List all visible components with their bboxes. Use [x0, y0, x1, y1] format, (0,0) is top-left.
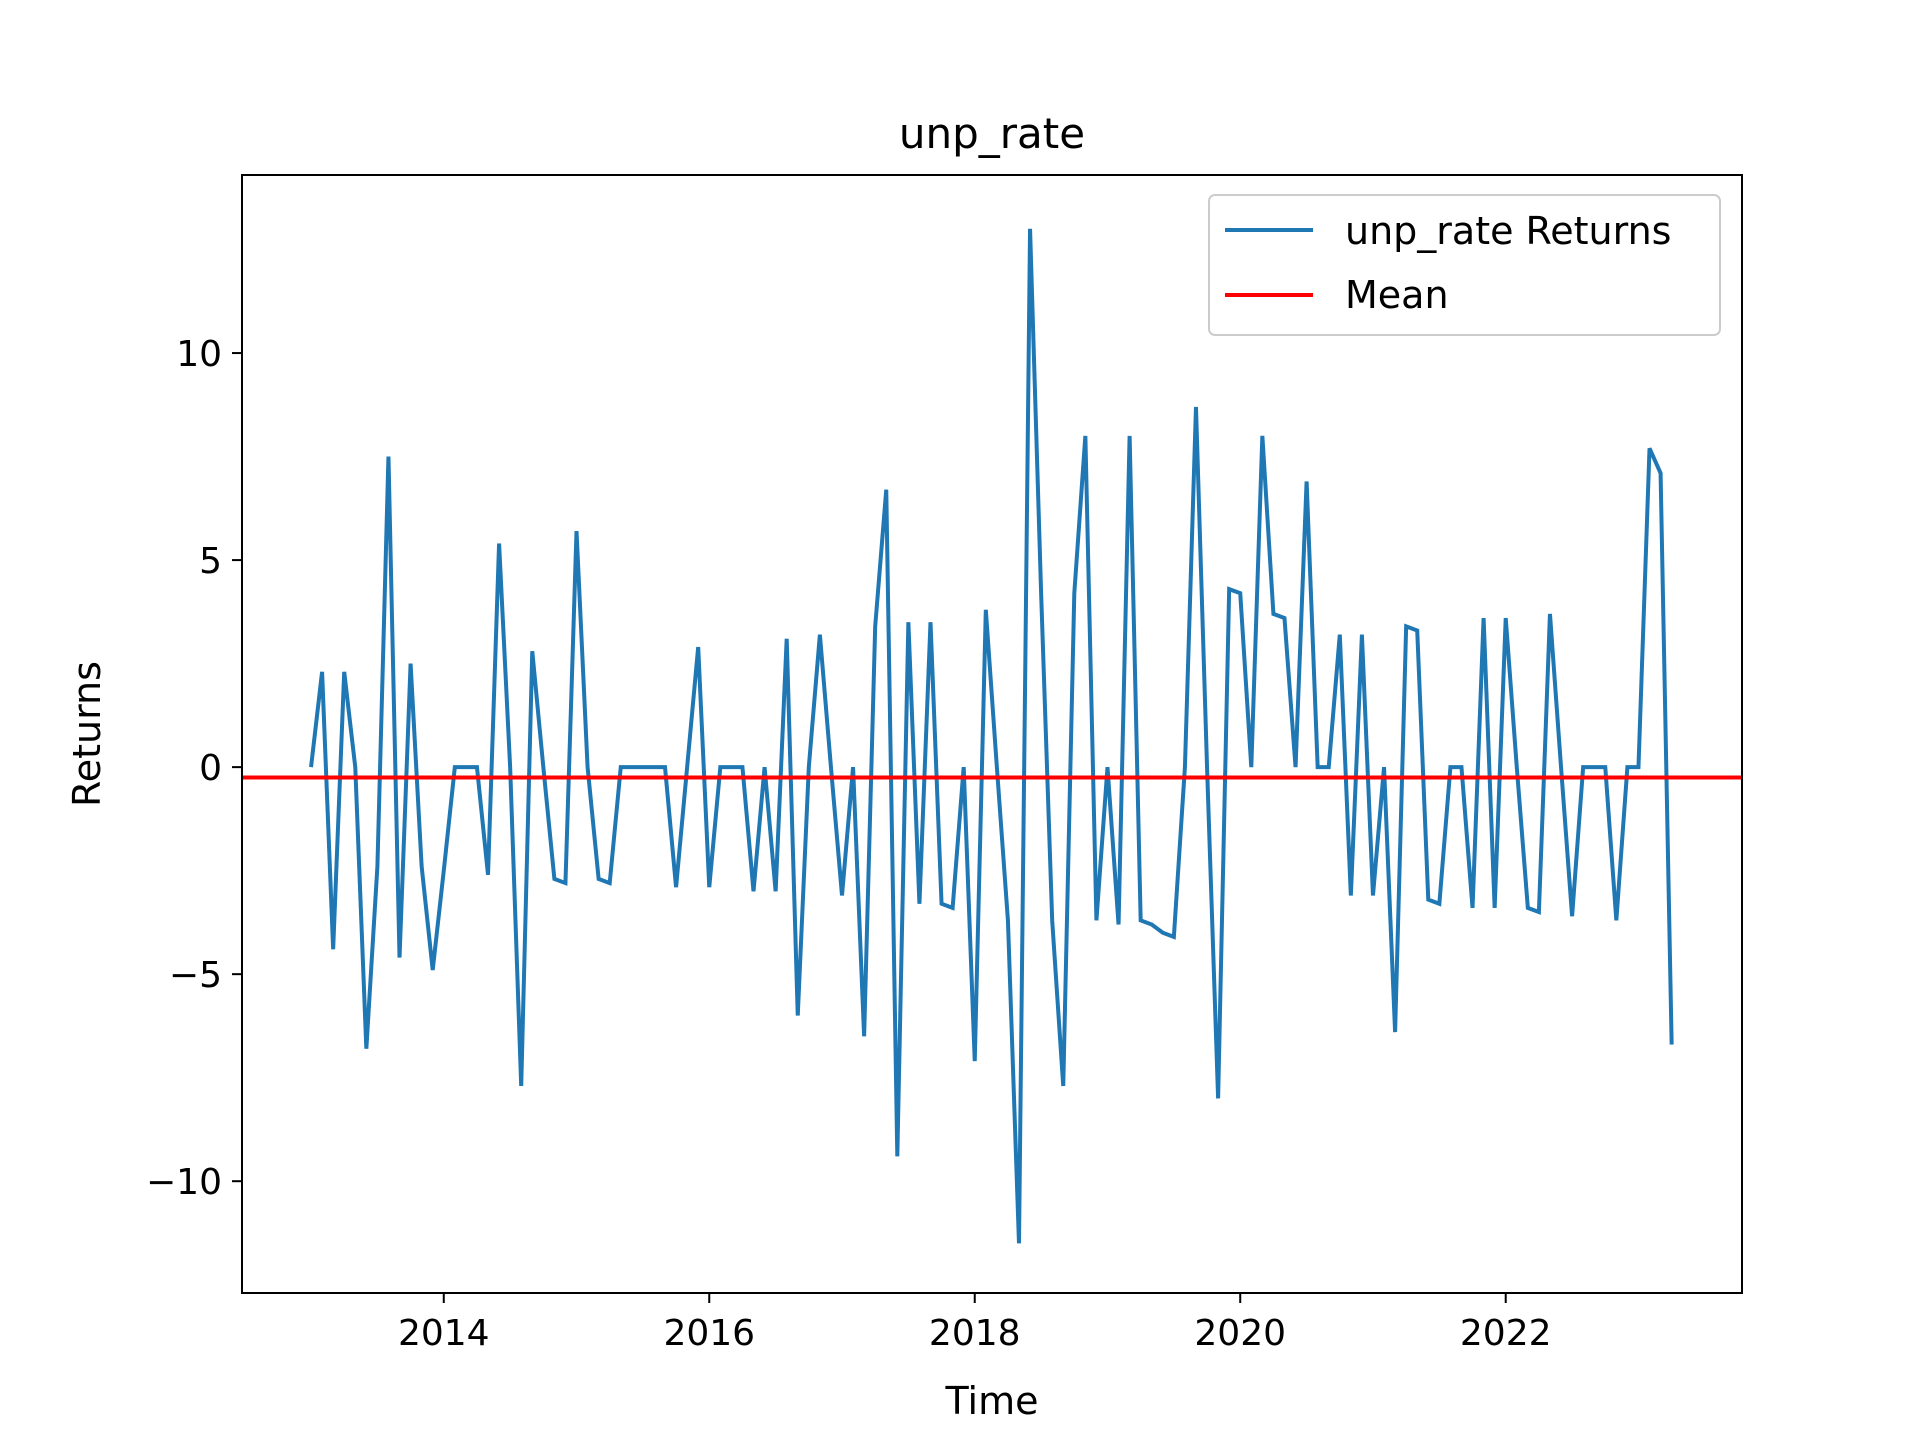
- y-tick-label: 0: [199, 748, 222, 789]
- x-tick-label: 2020: [1194, 1313, 1286, 1354]
- y-axis-label: Returns: [65, 661, 109, 807]
- x-axis-label: Time: [945, 1379, 1039, 1423]
- x-tick-label: 2014: [398, 1313, 490, 1354]
- legend-box: [1208, 194, 1721, 336]
- plot-area: [241, 174, 1743, 1294]
- y-tick-label: −10: [146, 1162, 222, 1203]
- y-tick-label: 5: [199, 541, 222, 582]
- x-axis: 2014 2016 2018 2020 2022: [398, 1293, 1552, 1354]
- x-tick-label: 2022: [1460, 1313, 1552, 1354]
- x-tick-label: 2016: [663, 1313, 755, 1354]
- plot-marks: [242, 228, 1742, 1244]
- y-tick-label: −5: [169, 955, 222, 996]
- legend: unp_rate Returns Mean: [1208, 194, 1721, 336]
- legend-label-mean: Mean: [1345, 273, 1449, 317]
- plot-frame: [241, 174, 1743, 1294]
- series-line-returns: [309, 228, 1674, 1244]
- y-axis: −10 −5 0 5 10: [146, 334, 242, 1203]
- y-tick-label: 10: [176, 334, 222, 375]
- legend-label-returns: unp_rate Returns: [1345, 209, 1671, 253]
- x-tick-label: 2018: [929, 1313, 1021, 1354]
- chart-title: unp_rate: [899, 109, 1085, 158]
